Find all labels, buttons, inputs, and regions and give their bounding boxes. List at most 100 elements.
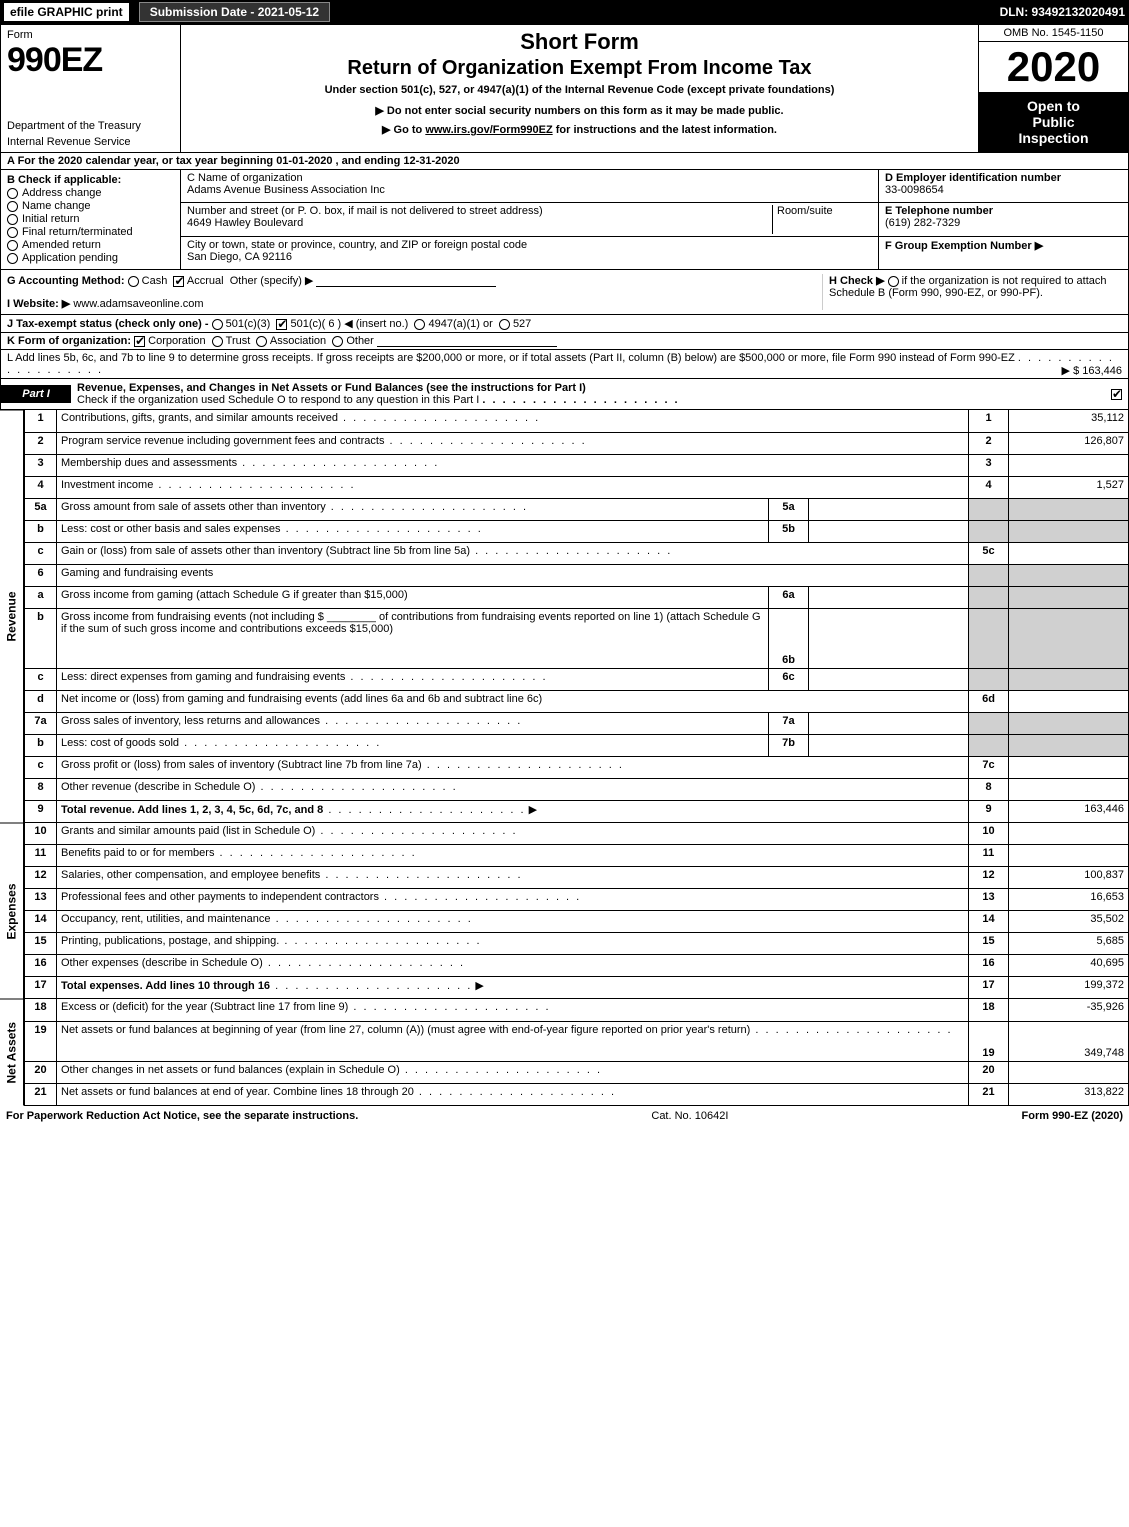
- line-12: 12Salaries, other compensation, and empl…: [25, 867, 1129, 889]
- expenses-table: 10Grants and similar amounts paid (list …: [24, 823, 1129, 1000]
- c-city: San Diego, CA 92116: [187, 251, 872, 263]
- k-corp: Corporation: [148, 335, 205, 347]
- line-7c: cGross profit or (loss) from sales of in…: [25, 756, 1129, 778]
- radio-icon[interactable]: [332, 336, 343, 347]
- radio-icon: [7, 201, 18, 212]
- c-city-label: City or town, state or province, country…: [187, 239, 872, 251]
- goto-suffix: for instructions and the latest informat…: [553, 124, 777, 136]
- line-20: 20Other changes in net assets or fund ba…: [25, 1061, 1129, 1083]
- radio-icon[interactable]: [128, 276, 139, 287]
- b-amended-return[interactable]: Amended return: [7, 239, 174, 251]
- line-7a: 7aGross sales of inventory, less returns…: [25, 712, 1129, 734]
- b-initial-return[interactable]: Initial return: [7, 213, 174, 225]
- revenue-side-label: Revenue: [0, 410, 24, 823]
- b-name-change[interactable]: Name change: [7, 200, 174, 212]
- e-phone: (619) 282-7329: [885, 217, 1122, 229]
- row-l: L Add lines 5b, 6c, and 7b to line 9 to …: [0, 350, 1129, 379]
- line-18: 18Excess or (deficit) for the year (Subt…: [25, 999, 1129, 1021]
- line-5b: bLess: cost or other basis and sales exp…: [25, 520, 1129, 542]
- footer-left: For Paperwork Reduction Act Notice, see …: [6, 1110, 358, 1122]
- top-bar: efile GRAPHIC print Submission Date - 20…: [0, 0, 1129, 24]
- g-label: G Accounting Method:: [7, 275, 125, 287]
- k-assoc: Association: [270, 335, 326, 347]
- radio-icon: [7, 253, 18, 264]
- dept-treasury: Department of the Treasury: [7, 120, 174, 132]
- b-final-return[interactable]: Final return/terminated: [7, 226, 174, 238]
- radio-icon[interactable]: [256, 336, 267, 347]
- c-addr-label: Number and street (or P. O. box, if mail…: [187, 205, 772, 217]
- line-2: 2Program service revenue including gover…: [25, 432, 1129, 454]
- radio-icon[interactable]: [888, 276, 899, 287]
- part-i-title: Revenue, Expenses, and Changes in Net As…: [71, 379, 1111, 409]
- net-assets-section: Net Assets 18Excess or (deficit) for the…: [0, 999, 1129, 1106]
- g-other-input[interactable]: [316, 275, 496, 287]
- goto-prefix: ▶ Go to: [382, 124, 425, 136]
- form-word: Form: [7, 29, 174, 41]
- part-i-label: Part I: [1, 385, 71, 403]
- radio-icon[interactable]: [414, 319, 425, 330]
- efile-print-button[interactable]: efile GRAPHIC print: [4, 3, 129, 21]
- line-3: 3Membership dues and assessments3: [25, 454, 1129, 476]
- b-address-change[interactable]: Address change: [7, 187, 174, 199]
- line-6d: dNet income or (loss) from gaming and fu…: [25, 690, 1129, 712]
- irs-link[interactable]: www.irs.gov/Form990EZ: [425, 124, 552, 136]
- col-def: D Employer identification number 33-0098…: [878, 170, 1128, 269]
- line-6b: bGross income from fundraising events (n…: [25, 608, 1129, 668]
- j-501c3: 501(c)(3): [226, 318, 271, 330]
- schedule-o-checkbox[interactable]: [1111, 389, 1122, 400]
- line-10: 10Grants and similar amounts paid (list …: [25, 823, 1129, 845]
- radio-icon[interactable]: [212, 319, 223, 330]
- k-other-input[interactable]: [377, 335, 557, 347]
- line-6a: aGross income from gaming (attach Schedu…: [25, 586, 1129, 608]
- row-k: K Form of organization: Corporation Trus…: [0, 333, 1129, 350]
- radio-icon: [7, 227, 18, 238]
- line-7b: bLess: cost of goods sold7b: [25, 734, 1129, 756]
- radio-icon: [7, 214, 18, 225]
- omb-number: OMB No. 1545-1150: [979, 25, 1128, 42]
- header-right: OMB No. 1545-1150 2020 Open to Public In…: [978, 25, 1128, 152]
- revenue-section: Revenue 1Contributions, gifts, grants, a…: [0, 410, 1129, 823]
- f-label: F Group Exemption Number ▶: [885, 239, 1122, 252]
- checkbox-icon[interactable]: [134, 336, 145, 347]
- form-number: 990EZ: [7, 41, 174, 80]
- revenue-table: 1Contributions, gifts, grants, and simil…: [24, 410, 1129, 823]
- b-application-pending[interactable]: Application pending: [7, 252, 174, 264]
- tax-year: 2020: [979, 42, 1128, 92]
- header-mid: Short Form Return of Organization Exempt…: [181, 25, 978, 152]
- line-17: 17Total expenses. Add lines 10 through 1…: [25, 977, 1129, 999]
- page-footer: For Paperwork Reduction Act Notice, see …: [0, 1106, 1129, 1126]
- submission-date: Submission Date - 2021-05-12: [139, 2, 330, 22]
- b-header: B Check if applicable:: [7, 174, 174, 186]
- row-j: J Tax-exempt status (check only one) - 5…: [0, 315, 1129, 333]
- d-label: D Employer identification number: [885, 172, 1122, 184]
- radio-icon: [7, 240, 18, 251]
- col-c: C Name of organization Adams Avenue Busi…: [181, 170, 878, 269]
- radio-icon[interactable]: [499, 319, 510, 330]
- expenses-section: Expenses 10Grants and similar amounts pa…: [0, 823, 1129, 1000]
- line-4: 4Investment income41,527: [25, 476, 1129, 498]
- line-21: 21Net assets or fund balances at end of …: [25, 1083, 1129, 1105]
- i-website-row: I Website: ▶ www.adamsaveonline.com: [7, 297, 822, 310]
- open-to-public: Open to Public Inspection: [979, 92, 1128, 152]
- return-title: Return of Organization Exempt From Incom…: [189, 57, 970, 80]
- footer-cat-no: Cat. No. 10642I: [358, 1110, 1021, 1122]
- checkbox-icon[interactable]: [173, 276, 184, 287]
- header-left: Form 990EZ Department of the Treasury In…: [1, 25, 181, 152]
- k-label: K Form of organization:: [7, 335, 131, 347]
- checkbox-icon[interactable]: [276, 319, 287, 330]
- col-b: B Check if applicable: Address change Na…: [1, 170, 181, 269]
- radio-icon[interactable]: [212, 336, 223, 347]
- line-1: 1Contributions, gifts, grants, and simil…: [25, 410, 1129, 432]
- h-block: H Check ▶ if the organization is not req…: [822, 274, 1122, 310]
- net-assets-side-label: Net Assets: [0, 999, 24, 1106]
- i-website[interactable]: www.adamsaveonline.com: [73, 298, 203, 310]
- g-accrual: Accrual: [187, 275, 224, 287]
- open-line1: Open to: [983, 98, 1124, 114]
- line-8: 8Other revenue (describe in Schedule O)8: [25, 778, 1129, 800]
- line-16: 16Other expenses (describe in Schedule O…: [25, 955, 1129, 977]
- form-header: Form 990EZ Department of the Treasury In…: [0, 24, 1129, 153]
- part-i-checkline: Check if the organization used Schedule …: [77, 394, 479, 406]
- row-a-calendar-year: A For the 2020 calendar year, or tax yea…: [0, 153, 1129, 170]
- g-cash: Cash: [142, 275, 168, 287]
- goto-line: ▶ Go to www.irs.gov/Form990EZ for instru…: [189, 123, 970, 136]
